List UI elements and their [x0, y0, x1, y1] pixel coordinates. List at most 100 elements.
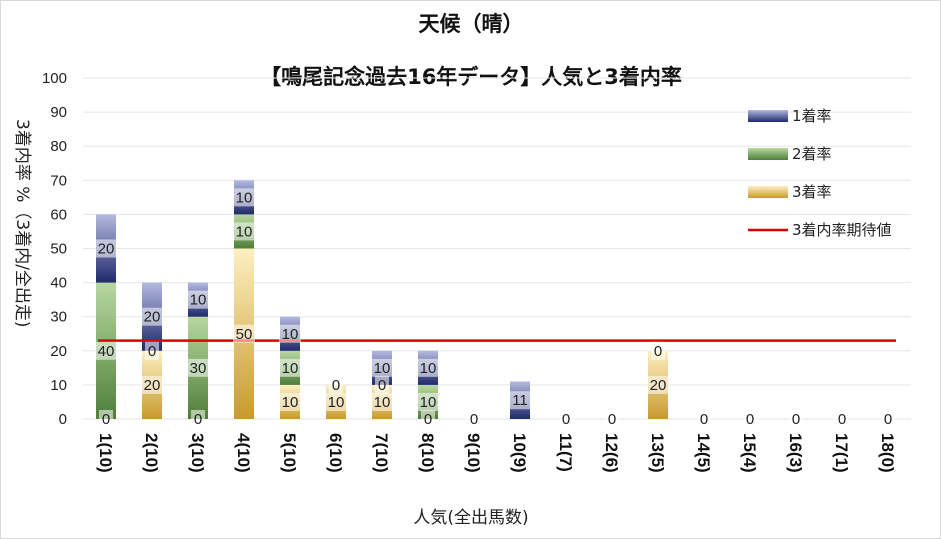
legend-label: 2着率: [792, 145, 832, 163]
x-tick-label: 18(0): [878, 433, 897, 473]
y-tick-label: 40: [50, 275, 67, 292]
data-label-bg: [509, 391, 531, 410]
data-label: 0: [562, 411, 570, 428]
data-label-bg: [145, 341, 159, 360]
data-label: 11: [512, 392, 528, 409]
data-label: 50: [236, 326, 253, 343]
data-label-bg: [191, 410, 205, 428]
data-label-bg: [789, 410, 803, 428]
data-label: 30: [190, 360, 207, 377]
data-label: 0: [792, 411, 800, 428]
data-label-bg: [375, 375, 389, 394]
data-label: 10: [282, 326, 299, 343]
data-label: 0: [102, 411, 110, 428]
data-label-bg: [233, 222, 255, 241]
x-tick-label: 5(10): [280, 433, 299, 473]
x-tick-label: 9(10): [464, 433, 483, 473]
data-labels: 0402020020030105010101010101001001001010…: [95, 188, 895, 428]
y-tick-label: 0: [59, 411, 67, 428]
data-label: 10: [236, 189, 253, 206]
data-label: 10: [420, 360, 437, 377]
y-tick-label: 90: [50, 104, 67, 121]
data-label-bg: [95, 341, 117, 360]
legend: 1着率 2着率 3着率 3着内率期待値: [748, 107, 892, 239]
x-tick-label: 17(1): [832, 433, 851, 473]
y-tick-label: 70: [50, 172, 67, 189]
data-label: 10: [236, 223, 253, 240]
data-label: 10: [420, 394, 437, 411]
data-label-bg: [95, 239, 117, 258]
x-tick-label: 14(5): [694, 433, 713, 473]
chart-title: 天候（晴）: [419, 12, 524, 36]
y-tick-label: 50: [50, 241, 67, 258]
data-label-bg: [371, 358, 393, 377]
x-tick-label: 6(10): [326, 433, 345, 473]
data-label: 0: [700, 411, 708, 428]
x-tick-label: 15(4): [740, 433, 759, 473]
data-label-bg: [279, 358, 301, 377]
y-tick-label: 60: [50, 206, 67, 223]
data-label: 10: [374, 394, 391, 411]
x-axis-label: 人気(全出馬数): [413, 508, 528, 528]
y-tick-label: 30: [50, 309, 67, 326]
data-label-bg: [743, 410, 757, 428]
data-label-bg: [325, 392, 347, 411]
data-label-bg: [559, 410, 573, 428]
data-label: 0: [332, 377, 340, 394]
data-label: 0: [838, 411, 846, 428]
data-label-bg: [233, 324, 255, 343]
data-label-bg: [329, 375, 343, 394]
data-label-bg: [417, 358, 439, 377]
data-label: 10: [282, 394, 299, 411]
x-tick-label: 13(5): [648, 433, 667, 473]
data-label: 20: [650, 377, 667, 394]
legend-swatch: [748, 186, 788, 198]
data-label-bg: [187, 358, 209, 377]
y-tick-label: 100: [42, 70, 67, 87]
y-tick-label: 10: [50, 377, 67, 394]
data-label: 0: [746, 411, 754, 428]
data-label: 10: [374, 360, 391, 377]
data-label-bg: [99, 410, 113, 428]
x-tick-label: 10(9): [510, 433, 529, 473]
data-label-bg: [141, 307, 163, 326]
x-tick-label: 16(3): [786, 433, 805, 473]
x-tick-label: 3(10): [188, 433, 207, 473]
data-label: 10: [282, 360, 299, 377]
data-label: 20: [98, 241, 115, 258]
data-label: 0: [608, 411, 616, 428]
data-label-bg: [417, 392, 439, 411]
data-label-bg: [835, 410, 849, 428]
data-label-bg: [233, 188, 255, 207]
data-label: 10: [190, 292, 207, 309]
data-label-bg: [141, 375, 163, 394]
data-label: 20: [144, 309, 161, 326]
y-tick-label: 80: [50, 138, 67, 155]
data-label-bg: [279, 324, 301, 343]
x-tick-label: 4(10): [234, 433, 253, 473]
data-label-bg: [187, 290, 209, 309]
data-label-bg: [647, 375, 669, 394]
data-label: 0: [378, 377, 386, 394]
data-label-bg: [881, 410, 895, 428]
data-label: 0: [470, 411, 478, 428]
y-axis-label: 3着内率 %（3着内/全出走): [12, 119, 32, 328]
data-label-bg: [697, 410, 711, 428]
legend-swatch: [748, 110, 788, 122]
legend-label: 3着内率期待値: [792, 221, 892, 239]
data-label-bg: [605, 410, 619, 428]
data-label-bg: [279, 392, 301, 411]
data-label-bg: [467, 410, 481, 428]
y-tick-label: 20: [50, 343, 67, 360]
data-label: 0: [654, 343, 662, 360]
data-label: 10: [328, 394, 345, 411]
chart-subtitle: 【鳴尾記念過去16年データ】人気と3着内率: [260, 65, 682, 89]
x-tick-label: 11(7): [556, 433, 575, 472]
data-label: 0: [884, 411, 892, 428]
legend-label: 3着率: [792, 183, 832, 201]
data-label: 20: [144, 377, 161, 394]
legend-swatch: [748, 148, 788, 160]
data-label-bg: [421, 410, 435, 428]
